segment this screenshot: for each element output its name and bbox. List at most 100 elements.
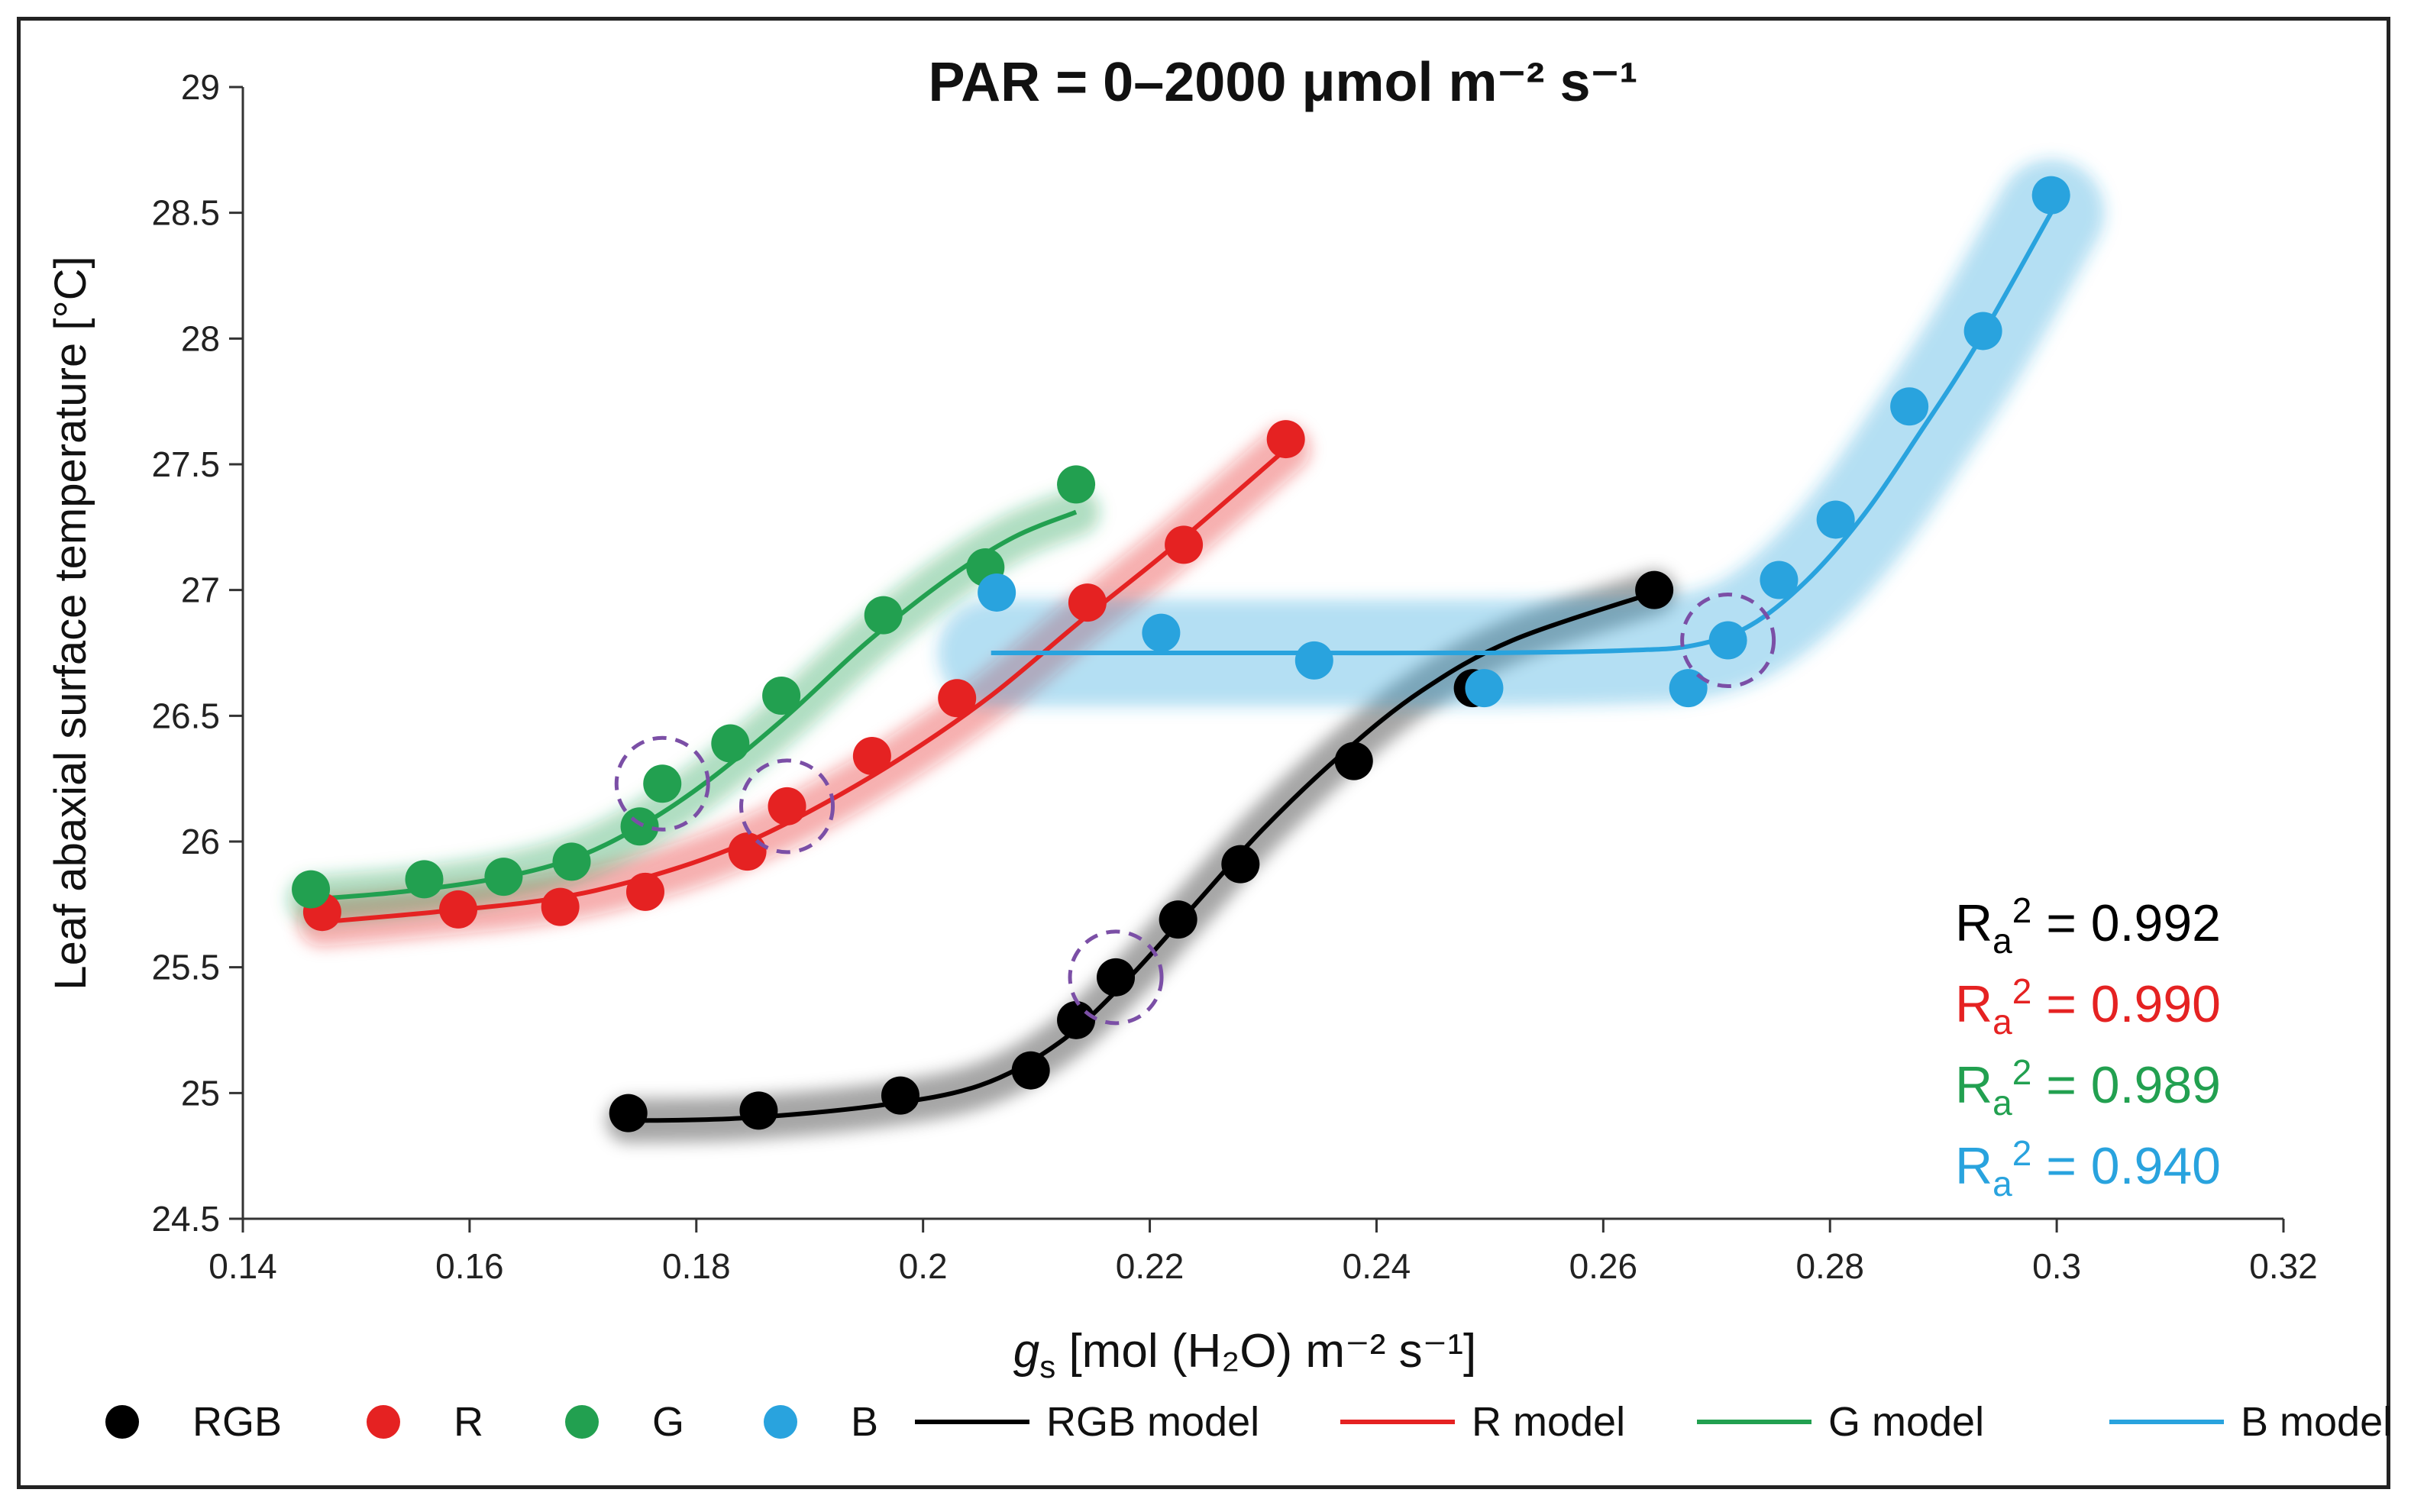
- data-point-b: [978, 573, 1016, 612]
- legend-marker-b: [764, 1405, 797, 1439]
- r2-value: = 0.990: [2031, 975, 2221, 1033]
- y-tick-label: 26.5: [151, 696, 220, 735]
- data-point-b: [1816, 500, 1855, 539]
- highlight-circle-r: [739, 758, 835, 855]
- data-point-r: [541, 887, 580, 926]
- x-axis-label-symbol: g: [1013, 1325, 1039, 1378]
- model-curves: [310, 212, 2054, 1123]
- x-tick-label: 0.28: [1795, 1246, 1864, 1286]
- data-point-g: [1057, 465, 1096, 504]
- r2-superscript: 2: [2012, 971, 2032, 1011]
- r2-text-rgb: Ra2 = 0.992: [1955, 890, 2221, 961]
- x-axis-label: gs [mol (H₂O) m⁻² s⁻¹]: [1013, 1325, 1477, 1384]
- y-tick-label: 29: [181, 67, 220, 107]
- legend-label-rgb: RGB: [192, 1399, 282, 1445]
- x-tick-label: 0.2: [899, 1246, 948, 1286]
- r2-text-b: Ra2 = 0.940: [1955, 1133, 2221, 1203]
- data-point-g: [620, 807, 659, 846]
- data-point-rgb: [1221, 845, 1260, 884]
- r2-subscript: a: [1992, 1164, 2012, 1203]
- legend: RGB R G B RGB model R model G model B model: [105, 1399, 2392, 1445]
- chart-title: PAR = 0–2000 μmol m⁻² s⁻¹: [928, 52, 1637, 113]
- data-point-g: [711, 724, 750, 763]
- legend-label-r: R: [454, 1399, 483, 1445]
- data-point-g: [292, 870, 331, 909]
- r2-subscript: a: [1992, 1002, 2012, 1042]
- x-tick-label: 0.16: [435, 1246, 504, 1286]
- data-point-b: [1465, 669, 1504, 708]
- data-point-b: [1760, 561, 1799, 599]
- confidence-bands: [287, 159, 2105, 1143]
- model-line-g: [310, 509, 1078, 902]
- y-tick-label: 24.5: [151, 1199, 220, 1239]
- legend-label-g: G: [652, 1399, 684, 1445]
- r2-symbol: R: [1955, 1056, 1992, 1114]
- data-point-r: [439, 890, 478, 929]
- r2-symbol: R: [1955, 894, 1992, 952]
- data-point-b: [1669, 669, 1708, 708]
- x-tick-label: 0.24: [1343, 1246, 1411, 1286]
- data-point-b: [2031, 176, 2070, 215]
- model-line-rgb: [628, 590, 1656, 1123]
- data-point-b: [1294, 641, 1333, 680]
- data-point-g: [484, 858, 523, 897]
- r2-text-g: Ra2 = 0.989: [1955, 1052, 2221, 1123]
- r2-text-r: Ra2 = 0.990: [1955, 971, 2221, 1042]
- r2-symbol: R: [1955, 1137, 1992, 1195]
- data-point-b: [1142, 613, 1181, 652]
- data-point-r: [768, 787, 806, 825]
- axes: 24.5 25 25.5 26 26.5 27 27.5 28 28.5 29 0.14 0.16 0.…: [151, 67, 2317, 1286]
- x-axis-label-subscript: s: [1039, 1349, 1055, 1384]
- data-point-r: [1068, 583, 1107, 622]
- x-tick-label: 0.18: [662, 1246, 731, 1286]
- data-points: [292, 176, 2070, 1132]
- y-tick-label: 26: [181, 822, 220, 861]
- r2-value: = 0.989: [2031, 1056, 2221, 1114]
- r2-value: = 0.992: [2031, 894, 2221, 952]
- legend-model-label-b: B model: [2241, 1399, 2392, 1445]
- data-point-r: [1266, 420, 1305, 459]
- data-point-rgb: [1159, 900, 1197, 939]
- x-tick-label: 0.32: [2249, 1246, 2318, 1286]
- data-point-g: [643, 764, 682, 803]
- data-point-g: [405, 860, 444, 899]
- data-point-g: [762, 676, 801, 715]
- legend-model-label-g: G model: [1828, 1399, 1984, 1445]
- x-tick-label: 0.22: [1116, 1246, 1184, 1286]
- r2-subscript: a: [1992, 1083, 2012, 1123]
- data-point-rgb: [1635, 570, 1674, 609]
- data-point-b: [1890, 387, 1929, 426]
- model-line-b: [991, 212, 2054, 656]
- r2-superscript: 2: [2012, 1133, 2032, 1173]
- data-point-rgb: [881, 1076, 919, 1115]
- data-point-r: [728, 832, 767, 871]
- model-line-r: [322, 447, 1288, 925]
- r2-symbol: R: [1955, 975, 1992, 1033]
- y-tick-label: 27: [181, 570, 220, 610]
- data-point-b: [1708, 621, 1747, 660]
- data-point-g: [864, 596, 903, 635]
- legend-marker-g: [565, 1405, 599, 1439]
- data-point-rgb: [1097, 958, 1136, 997]
- figure-frame: [17, 17, 2390, 1489]
- legend-label-b: B: [851, 1399, 878, 1445]
- x-tick-label: 0.3: [2032, 1246, 2081, 1286]
- highlight-circle-g: [614, 735, 710, 832]
- r2-value: = 0.940: [2031, 1137, 2221, 1195]
- data-point-rgb: [609, 1094, 648, 1132]
- x-tick-label: 0.14: [208, 1246, 277, 1286]
- r2-subscript: a: [1992, 921, 2012, 961]
- data-point-b: [1963, 312, 2002, 351]
- legend-model-label-rgb: RGB model: [1046, 1399, 1259, 1445]
- data-point-rgb: [1057, 1000, 1096, 1039]
- data-point-rgb: [739, 1091, 778, 1130]
- y-tick-label: 27.5: [151, 444, 220, 484]
- data-point-rgb: [1011, 1051, 1050, 1090]
- highlight-circle-b: [1680, 593, 1776, 689]
- legend-marker-rgb: [105, 1405, 139, 1439]
- data-point-r: [625, 872, 664, 911]
- legend-model-label-r: R model: [1472, 1399, 1625, 1445]
- y-tick-label: 25.5: [151, 948, 220, 987]
- data-point-r: [852, 737, 891, 776]
